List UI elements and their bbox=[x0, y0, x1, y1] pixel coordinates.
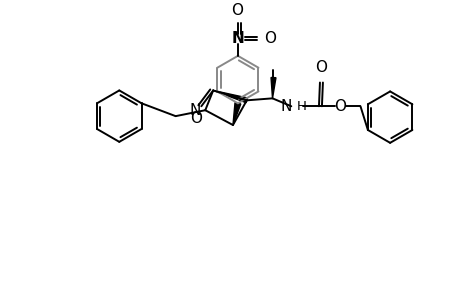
Text: O: O bbox=[190, 111, 202, 126]
Polygon shape bbox=[270, 77, 275, 98]
Text: O: O bbox=[333, 99, 345, 114]
Text: N: N bbox=[280, 99, 291, 114]
Text: O: O bbox=[264, 31, 276, 46]
Polygon shape bbox=[232, 103, 240, 125]
Text: O: O bbox=[230, 3, 242, 18]
Text: H: H bbox=[297, 100, 307, 113]
Text: O: O bbox=[314, 60, 326, 75]
Polygon shape bbox=[213, 90, 247, 103]
Text: N: N bbox=[190, 103, 201, 118]
Text: N: N bbox=[231, 31, 244, 46]
